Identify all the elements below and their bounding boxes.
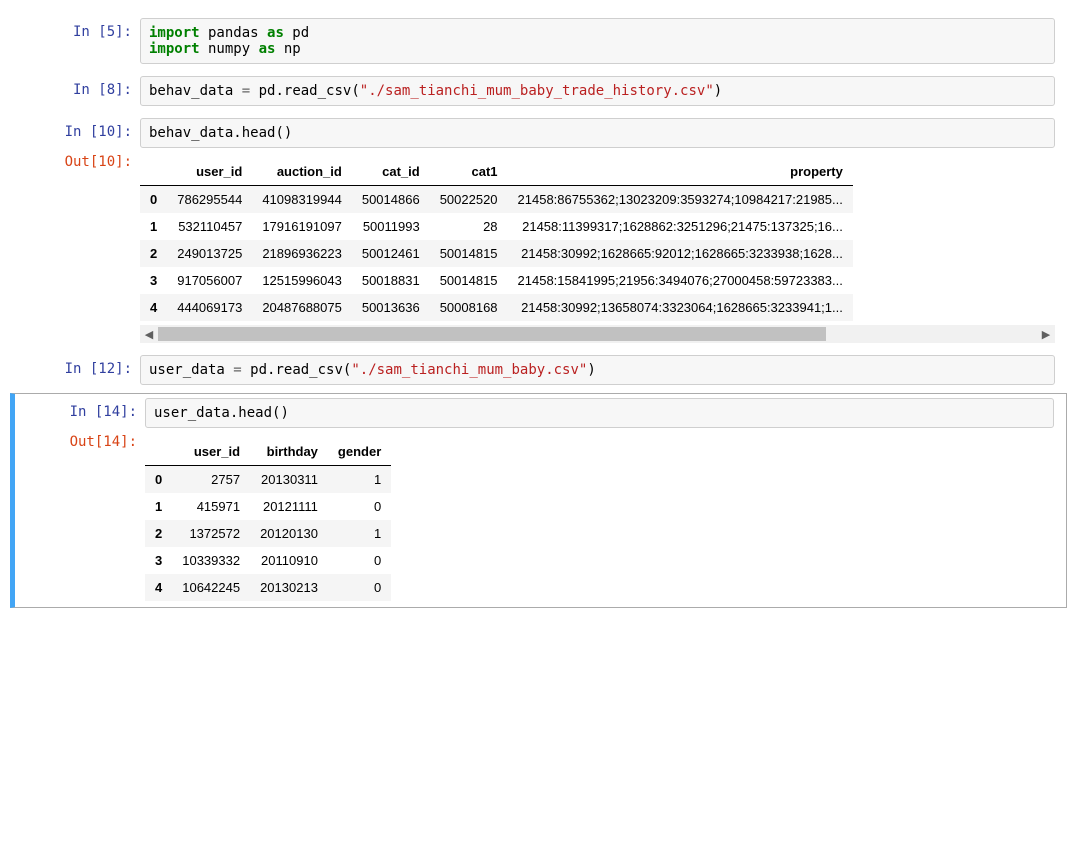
dataframe-table: user_idauction_idcat_idcat1property07862… [140,158,853,321]
table-cell: 532110457 [167,213,252,240]
code-input[interactable]: user_data.head() [145,398,1054,428]
table-cell: 0 [328,493,391,520]
notebook-cell[interactable]: In [5]: import pandas as pd import numpy … [10,14,1067,68]
scrollbar-thumb[interactable] [158,327,826,341]
scroll-right-icon[interactable]: ▶ [1037,325,1055,343]
notebook-cell[interactable]: In [14]: user_data.head() Out[14]: user_idb… [10,393,1067,608]
column-header: user_id [172,438,250,466]
table-cell: 21458:86755362;13023209:3593274;10984217… [508,186,853,214]
table-cell: 50013636 [352,294,430,321]
table-row: 4444069173204876880755001363650008168214… [140,294,853,321]
table-cell: 50014815 [430,240,508,267]
table-cell: 10339332 [172,547,250,574]
table-row: 310339332201109100 [145,547,391,574]
table-cell: 50014866 [352,186,430,214]
column-header: birthday [250,438,328,466]
table-row: 2249013725218969362235001246150014815214… [140,240,853,267]
table-row: 21372572201201301 [145,520,391,547]
table-cell: 20130311 [250,466,328,494]
output-area: user_idbirthdaygender0275720130311114159… [145,430,1066,603]
table-cell: 50014815 [430,267,508,294]
table-cell: 20121111 [250,493,328,520]
table-cell: 17916191097 [252,213,352,240]
table-cell: 50012461 [352,240,430,267]
notebook-cell[interactable]: In [12]: user_data = pd.read_csv("./sam_t… [10,351,1067,389]
table-cell: 249013725 [167,240,252,267]
output-prompt: Out[10]: [65,154,132,170]
input-prompt: In [8]: [73,82,132,98]
notebook-cell[interactable]: In [8]: behav_data = pd.read_csv("./sam_t… [10,72,1067,110]
table-cell: 21896936223 [252,240,352,267]
code-input[interactable]: behav_data = pd.read_csv("./sam_tianchi_… [140,76,1055,106]
table-row: 02757201303111 [145,466,391,494]
table-cell: 21458:15841995;21956:3494076;27000458:59… [508,267,853,294]
column-header: auction_id [252,158,352,186]
code-input[interactable]: import pandas as pd import numpy as np [140,18,1055,64]
jupyter-notebook: In [5]: import pandas as pd import numpy … [10,14,1067,608]
notebook-cell[interactable]: In [10]: behav_data.head() Out[10]: user_id… [10,114,1067,347]
table-cell: 50018831 [352,267,430,294]
code-input[interactable]: behav_data.head() [140,118,1055,148]
input-prompt: In [14]: [70,404,137,420]
column-header: gender [328,438,391,466]
table-cell: 12515996043 [252,267,352,294]
table-row: 410642245201302130 [145,574,391,601]
table-cell: 1 [328,520,391,547]
table-cell: 50022520 [430,186,508,214]
table-cell: 21458:30992;13658074:3323064;1628665:323… [508,294,853,321]
table-cell: 1372572 [172,520,250,547]
input-prompt: In [10]: [65,124,132,140]
table-row: 3917056007125159960435001883150014815214… [140,267,853,294]
table-cell: 1 [328,466,391,494]
output-prompt: Out[14]: [70,434,137,450]
table-cell: 21458:11399317;1628862:3251296;21475:137… [508,213,853,240]
output-area: user_idauction_idcat_idcat1property07862… [140,150,1067,343]
table-cell: 444069173 [167,294,252,321]
table-cell: 50008168 [430,294,508,321]
table-cell: 2757 [172,466,250,494]
table-cell: 10642245 [172,574,250,601]
scroll-left-icon[interactable]: ◀ [140,325,158,343]
table-cell: 20487688075 [252,294,352,321]
table-cell: 415971 [172,493,250,520]
horizontal-scrollbar[interactable]: ◀▶ [140,325,1055,343]
table-cell: 20120130 [250,520,328,547]
input-prompt: In [5]: [73,24,132,40]
dataframe-table: user_idbirthdaygender0275720130311114159… [145,438,391,601]
column-header: property [508,158,853,186]
table-cell: 20130213 [250,574,328,601]
table-cell: 20110910 [250,547,328,574]
table-cell: 0 [328,547,391,574]
input-prompt: In [12]: [65,361,132,377]
table-cell: 0 [328,574,391,601]
table-cell: 50011993 [352,213,430,240]
table-row: 0786295544410983199445001486650022520214… [140,186,853,214]
table-cell: 21458:30992;1628665:92012;1628665:323393… [508,240,853,267]
table-row: 153211045717916191097500119932821458:113… [140,213,853,240]
table-cell: 786295544 [167,186,252,214]
column-header: cat1 [430,158,508,186]
table-cell: 917056007 [167,267,252,294]
column-header: cat_id [352,158,430,186]
table-row: 1415971201211110 [145,493,391,520]
table-cell: 28 [430,213,508,240]
table-cell: 41098319944 [252,186,352,214]
column-header: user_id [167,158,252,186]
code-input[interactable]: user_data = pd.read_csv("./sam_tianchi_m… [140,355,1055,385]
